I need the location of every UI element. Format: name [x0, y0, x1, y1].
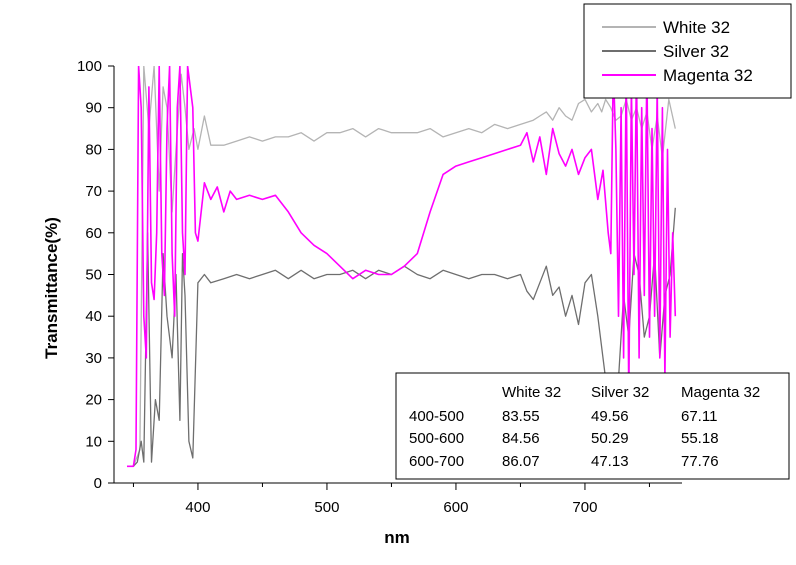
table-row-label: 600-700 — [409, 453, 464, 470]
y-tick-label: 100 — [77, 58, 102, 75]
table-cell: 77.76 — [681, 453, 719, 470]
table-cell: 47.13 — [591, 453, 629, 470]
table-cell: 84.56 — [502, 430, 540, 447]
table-cell: 67.11 — [681, 408, 717, 425]
table-header-white: White 32 — [502, 384, 561, 401]
table-box — [395, 372, 790, 480]
x-tick-label: 600 — [443, 499, 468, 516]
legend: White 32 Silver 32 Magenta 32 — [583, 3, 792, 99]
x-tick-label: 400 — [185, 499, 210, 516]
summary-table: White 32 Silver 32 Magenta 32 400-500 83… — [395, 372, 790, 480]
table-row-label: 400-500 — [409, 408, 464, 425]
y-tick-label: 80 — [85, 141, 102, 158]
y-tick-label: 60 — [85, 225, 102, 242]
y-tick-label: 50 — [85, 267, 102, 284]
y-tick-label: 70 — [85, 183, 102, 200]
y-tick-label: 90 — [85, 100, 102, 117]
y-axis-title: Transmittance(%) — [42, 217, 61, 359]
table-cell: 86.07 — [502, 453, 540, 470]
legend-label-silver: Silver 32 — [663, 42, 729, 61]
y-ticks: 0 10 20 30 40 50 60 70 80 90 100 — [77, 58, 114, 492]
y-tick-label: 20 — [85, 392, 102, 409]
table-header-magenta: Magenta 32 — [681, 384, 760, 401]
table-cell: 50.29 — [591, 430, 629, 447]
table-header-silver: Silver 32 — [591, 384, 649, 401]
y-tick-label: 10 — [85, 433, 102, 450]
table-row-label: 500-600 — [409, 430, 464, 447]
y-tick-label: 0 — [94, 475, 102, 492]
table-cell: 49.56 — [591, 408, 629, 425]
x-tick-label: 700 — [572, 499, 597, 516]
x-tick-label: 500 — [314, 499, 339, 516]
legend-label-magenta: Magenta 32 — [663, 66, 753, 85]
table-cell: 83.55 — [502, 408, 540, 425]
x-ticks: 400 500 600 700 — [132, 483, 650, 516]
y-tick-label: 30 — [85, 350, 102, 367]
x-axis-title: nm — [384, 528, 410, 547]
table-cell: 55.18 — [681, 430, 719, 447]
series-line-magenta — [127, 66, 677, 468]
legend-label-white: White 32 — [663, 18, 730, 37]
y-tick-label: 40 — [85, 308, 102, 325]
